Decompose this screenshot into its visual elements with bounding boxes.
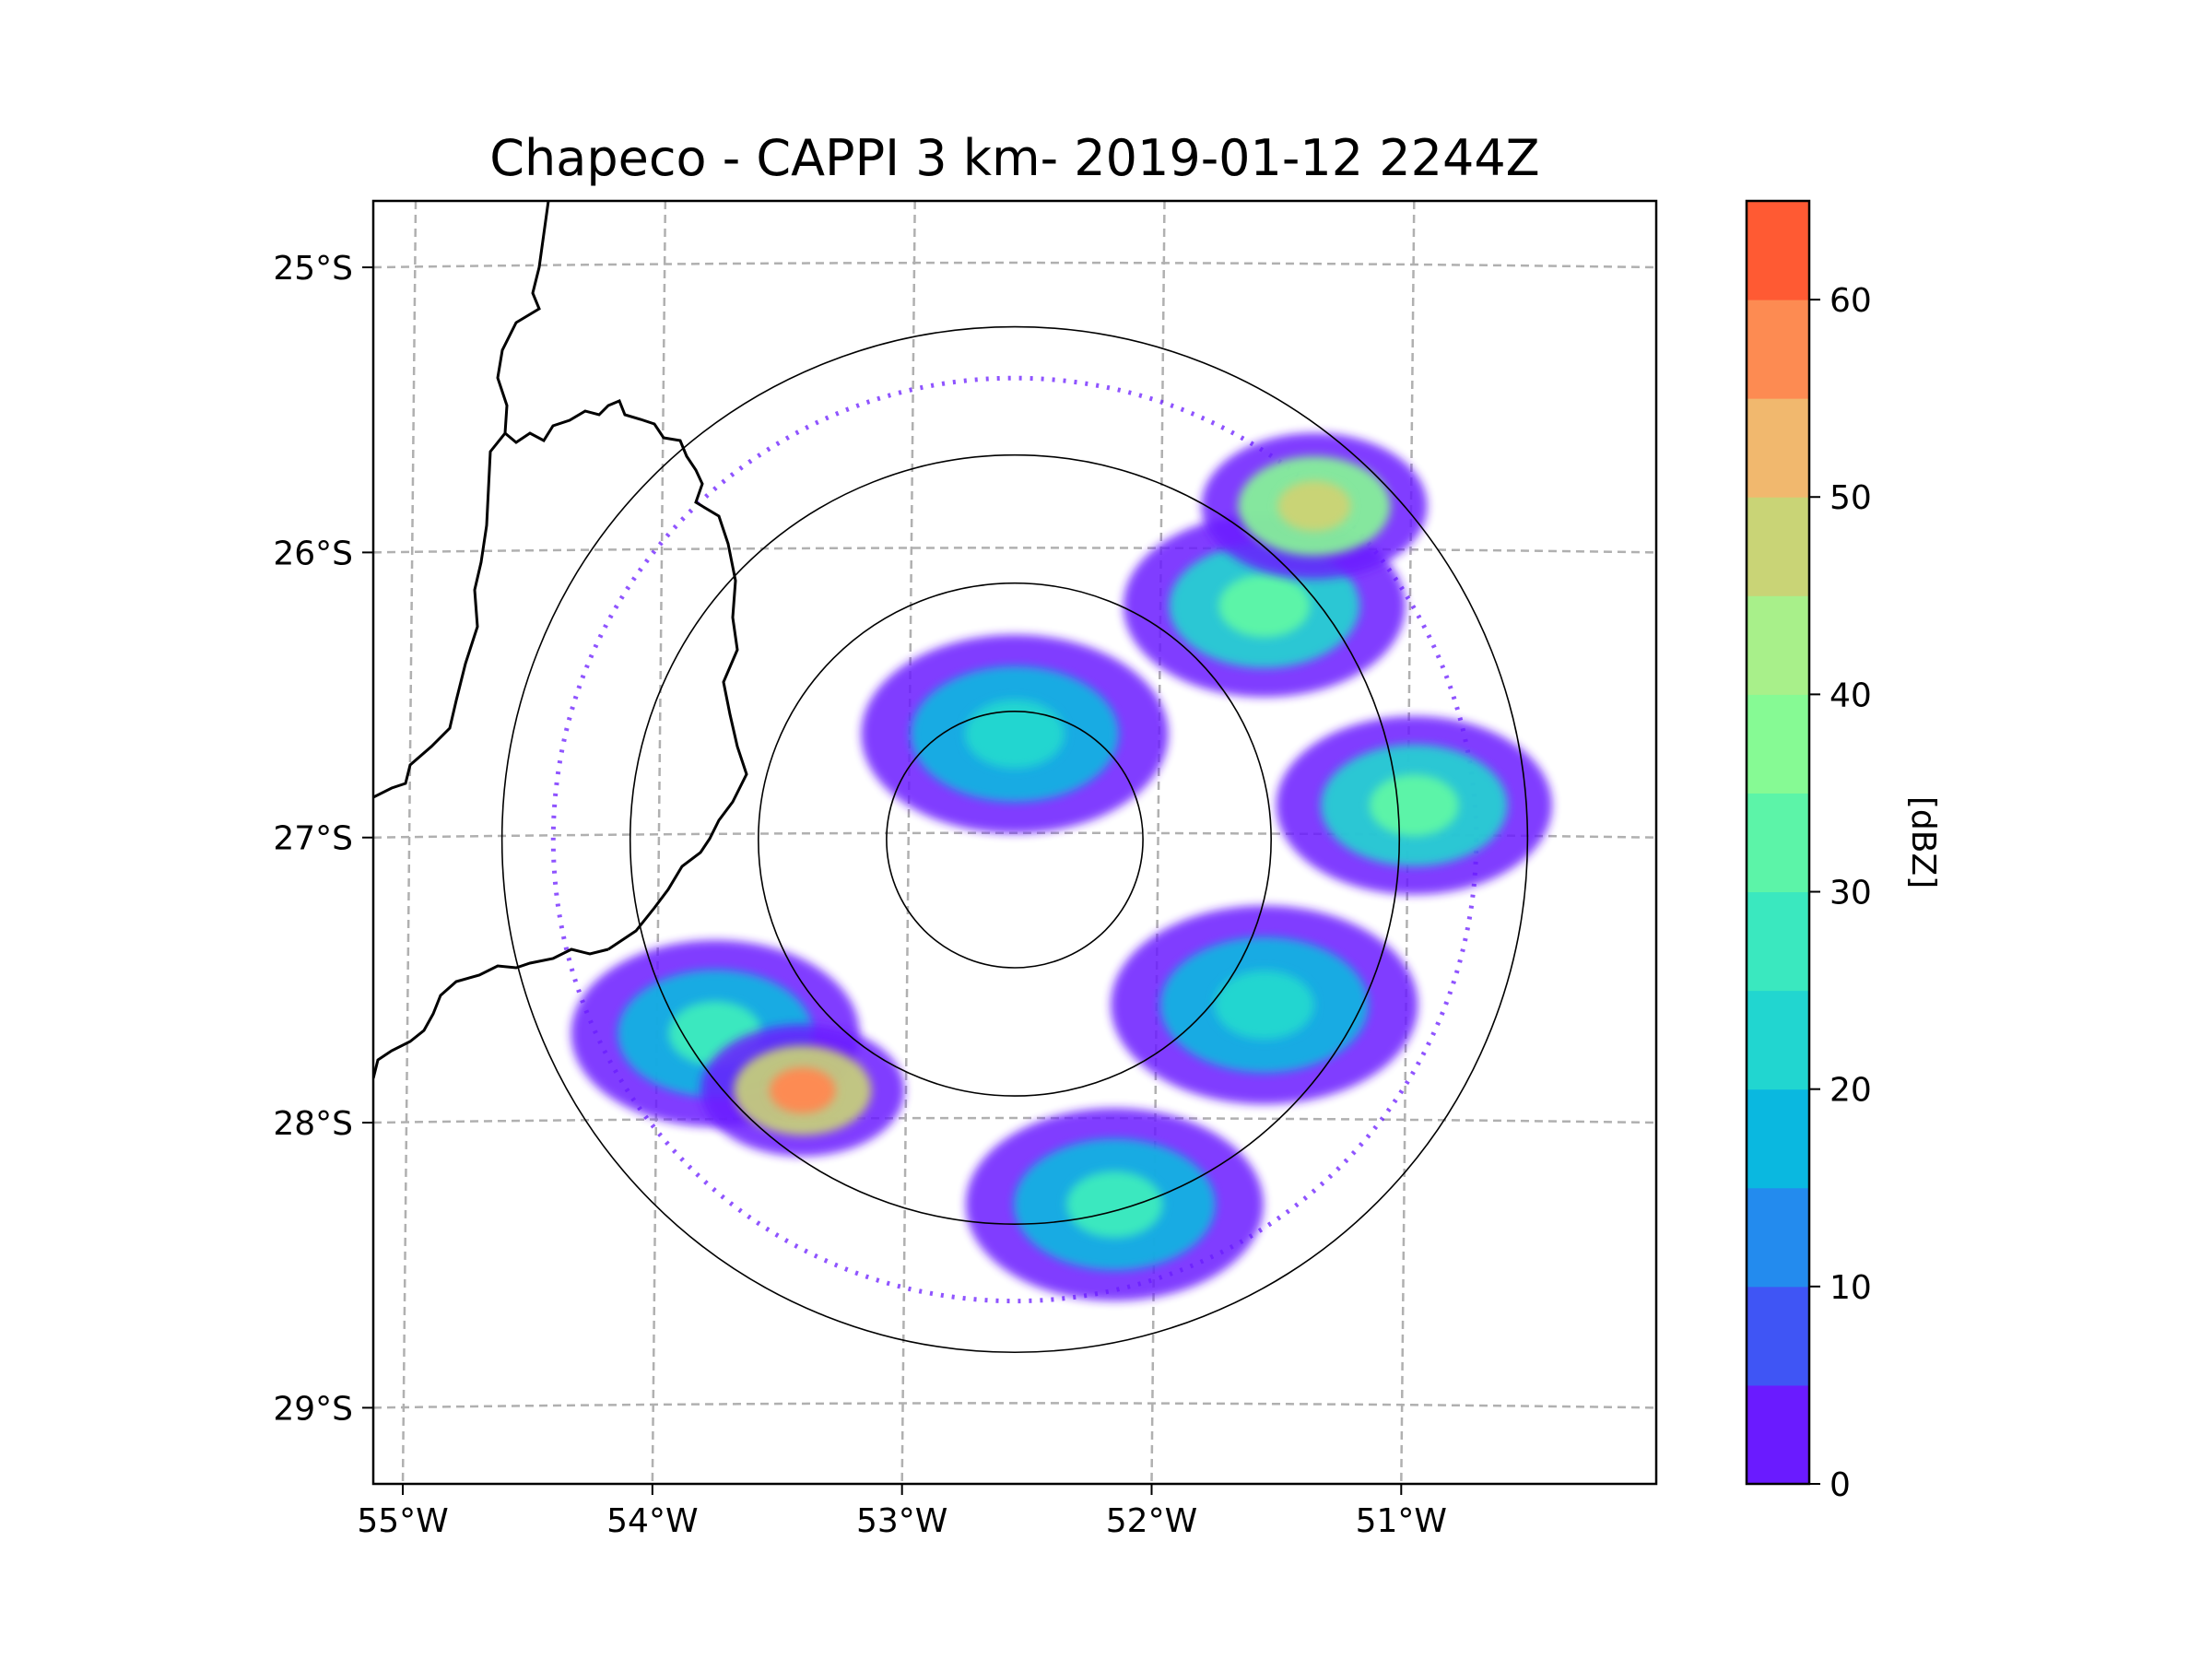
colorbar-segment-1 (1747, 1286, 1809, 1386)
echo-core-central-ring-echo (965, 700, 1065, 769)
colorbar-segment-10 (1747, 398, 1809, 498)
colorbar-segment-0 (1747, 1384, 1809, 1485)
x-tick-label-2: 53°W (856, 1502, 947, 1540)
colorbar-segment-4 (1747, 990, 1809, 1090)
x-tick-label-1: 54°W (606, 1502, 698, 1540)
parallel-line-1 (373, 547, 1656, 554)
political-borders (373, 201, 748, 1079)
y-tick-label-1: 26°S (273, 535, 353, 572)
parallel-line-4 (373, 1402, 1656, 1409)
plot-frame (371, 199, 1658, 1486)
reflectivity-field (550, 375, 1552, 1304)
colorbar-segment-8 (1747, 595, 1809, 695)
x-tick-label-4: 51°W (1356, 1502, 1447, 1540)
colorbar-segment-12 (1747, 201, 1809, 300)
colorbar-segment-6 (1747, 793, 1809, 893)
colorbar-segment-7 (1747, 694, 1809, 794)
colorbar-tick-label-4: 40 (1830, 677, 1872, 714)
meridian-line-1 (651, 201, 667, 1484)
colorbar-tick-label-2: 20 (1830, 1072, 1872, 1110)
echo-core-southwest-core (770, 1067, 836, 1113)
colorbar-label: [dBZ] (1904, 796, 1942, 888)
colorbar-segment-3 (1747, 1088, 1809, 1189)
x-tick-label-3: 52°W (1106, 1502, 1197, 1540)
map-area (373, 201, 1656, 1484)
colorbar-segment-11 (1747, 300, 1809, 399)
colorbar-segment-2 (1747, 1187, 1809, 1288)
colorbar-tick-label-6: 60 (1830, 282, 1872, 320)
meridian-line-2 (900, 201, 916, 1484)
colorbar: 0 10 20 30 40 50 60 [dBZ] (1745, 199, 1942, 1504)
colorbar-segments (1747, 201, 1809, 1485)
echo-core-south-cell (1066, 1171, 1163, 1238)
y-tick-label-0: 25°S (273, 250, 353, 288)
range-ring-150km (629, 453, 1401, 1225)
x-axis-ticks: 55°W 54°W 53°W 52°W 51°W (357, 1484, 1447, 1540)
range-ring-200km (500, 325, 1529, 1354)
country-border (373, 201, 550, 799)
echo-core-northeast-core (1277, 480, 1351, 532)
echo-core-east-cell (1369, 774, 1459, 837)
range-rings (500, 325, 1529, 1354)
colorbar-ticks: 0 10 20 30 40 50 60 (1809, 282, 1872, 1504)
colorbar-tick-label-5: 50 (1830, 479, 1872, 517)
colorbar-tick-label-1: 10 (1830, 1269, 1872, 1307)
x-tick-label-0: 55°W (357, 1502, 448, 1540)
parallel-line-0 (373, 261, 1656, 269)
range-ring-50km (886, 711, 1144, 969)
colorbar-segment-5 (1747, 891, 1809, 992)
y-tick-label-4: 29°S (273, 1390, 353, 1428)
range-ring-100km (758, 582, 1272, 1097)
colorbar-segment-9 (1747, 497, 1809, 596)
y-axis-ticks: 25°S 26°S 27°S 28°S 29°S (273, 250, 373, 1428)
echo-core-northeast-band (1218, 574, 1311, 638)
state-border-north (504, 399, 748, 951)
state-border-south (373, 947, 609, 1079)
meridian-line-0 (401, 201, 418, 1484)
colorbar-tick-label-3: 30 (1830, 875, 1872, 912)
parallel-line-3 (373, 1116, 1656, 1124)
colorbar-frame (1745, 199, 1811, 1486)
colorbar-tick-label-0: 0 (1830, 1466, 1851, 1504)
y-tick-label-2: 27°S (273, 820, 353, 858)
echo-core-southeast-cell (1214, 971, 1314, 1040)
chart-title: Chapeco - CAPPI 3 km- 2019-01-12 2244Z (489, 129, 1539, 187)
y-tick-label-3: 28°S (273, 1105, 353, 1143)
